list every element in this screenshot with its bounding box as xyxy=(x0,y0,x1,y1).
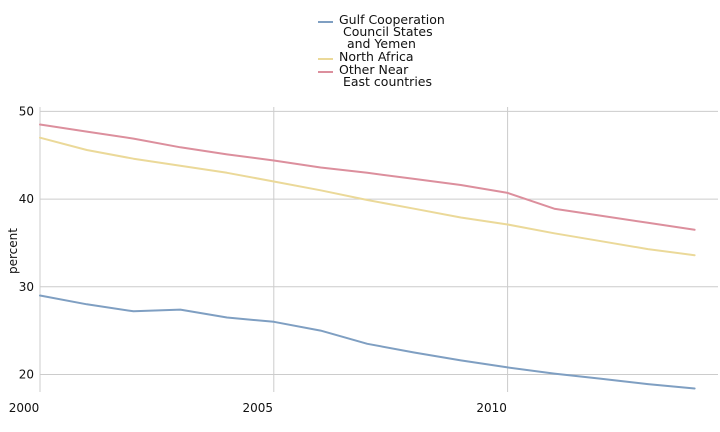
y-tick-label-40: 40 xyxy=(19,192,34,206)
y-tick-labels: 20 30 40 50 xyxy=(19,104,34,381)
legend-item-other-near-east: Other Near East countries xyxy=(318,62,488,89)
series-lines xyxy=(39,123,696,390)
x-tick-label-2005: 2005 xyxy=(243,401,274,415)
y-tick-label-20: 20 xyxy=(19,367,34,381)
series-line-gcc xyxy=(39,294,696,390)
y-tick-label-30: 30 xyxy=(19,280,34,294)
series-line-north-africa xyxy=(39,136,696,257)
x-tick-labels: 2000 2005 2010 xyxy=(9,401,507,415)
grid-lines xyxy=(39,107,718,392)
y-tick-label-50: 50 xyxy=(19,104,34,118)
series-line-other-near-east xyxy=(39,123,696,231)
legend-label-north-africa: North Africa xyxy=(339,49,414,64)
legend-swatch-gcc xyxy=(318,21,333,23)
legend-item-gcc: Gulf Cooperation Council States and Yeme… xyxy=(318,12,488,51)
legend: Gulf Cooperation Council States and Yeme… xyxy=(318,12,488,89)
legend-label-gcc: Gulf Cooperation Council States and Yeme… xyxy=(339,12,445,51)
legend-swatch-north-africa xyxy=(318,58,333,60)
y-axis-label: percent xyxy=(6,228,20,274)
legend-item-north-africa: North Africa xyxy=(318,49,488,64)
x-tick-label-2000: 2000 xyxy=(9,401,40,415)
x-tick-label-2010: 2010 xyxy=(476,401,507,415)
legend-swatch-other-near-east xyxy=(318,71,333,73)
legend-label-other-near-east: Other Near East countries xyxy=(339,62,432,89)
